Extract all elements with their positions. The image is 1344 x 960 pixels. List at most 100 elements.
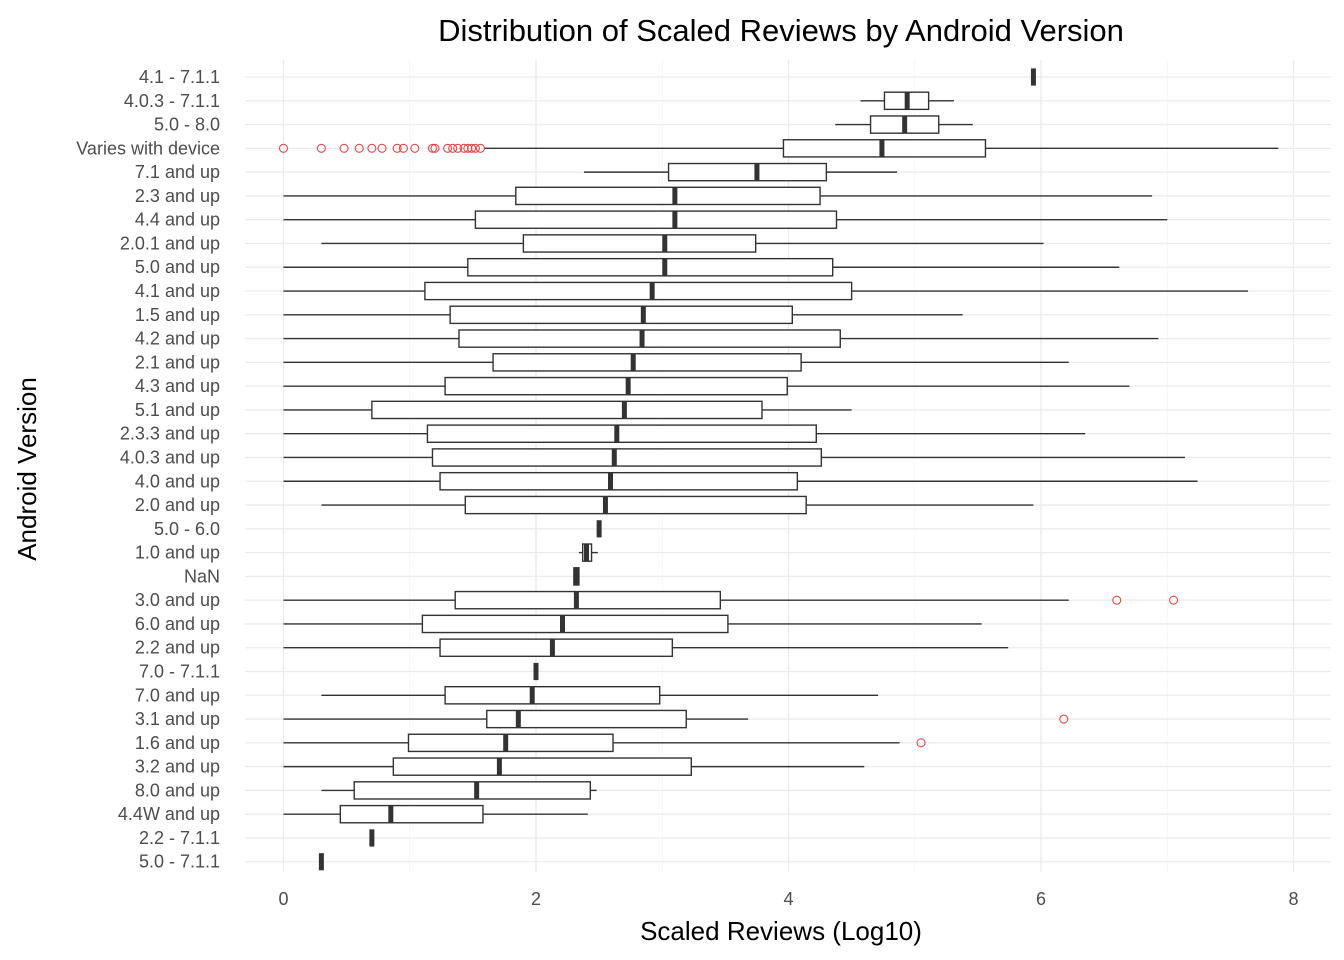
y-tick-label: Varies with device [76,138,220,158]
y-tick-label: 3.2 and up [135,757,220,777]
y-tick-label: 2.2 and up [135,638,220,658]
iqr-box [492,353,802,372]
outlier-point [470,143,480,153]
iqr-box [431,448,823,467]
iqr-box [426,424,817,444]
y-tick-label: 4.0 and up [135,471,220,491]
y-tick-label: 1.5 and up [135,305,220,325]
outlier-point [316,143,326,153]
boxplot-row [283,305,963,325]
boxplot-row [283,353,1069,372]
boxplot-row [835,115,973,134]
iqr-box [444,685,661,705]
iqr-box [454,590,722,610]
boxplot-row [283,804,588,824]
outlier-point [448,143,458,153]
boxplot-row [283,329,1159,348]
iqr-box [667,162,828,182]
boxplot-row [283,424,1086,444]
boxplot-row [283,448,1185,467]
y-tick-label: 5.0 - 7.1.1 [139,852,220,872]
x-axis-tick-labels: 0 2 4 6 8 [278,889,1298,909]
outlier-point [1169,595,1179,605]
outlier-point [354,143,364,153]
y-tick-label: 2.1 and up [135,352,220,372]
iqr-box [449,305,793,325]
boxplot-row [283,257,1120,277]
boxplot-row [860,91,954,111]
iqr-box [421,614,729,634]
y-tick-label: 2.0.1 and up [120,233,220,253]
iqr-box [439,471,799,491]
outlier-point [392,143,402,153]
y-tick-label: 4.4 and up [135,210,220,230]
y-tick-label: 3.0 and up [135,590,220,610]
outlier-point [427,143,438,153]
y-tick-label: 7.0 and up [135,685,220,705]
x-tick-label: 4 [783,889,793,909]
iqr-box [392,757,692,776]
iqr-box [782,139,987,158]
outlier-point [453,143,463,153]
boxplot-row [573,567,580,586]
outlier-point [443,143,453,153]
y-tick-label: 4.1 - 7.1.1 [139,67,220,87]
boxplot-row [321,234,1044,253]
boxplot-row [578,543,598,562]
boxplot-row [283,614,982,634]
y-axis-title: Android Version [12,377,42,561]
y-axis-tick-labels: 4.1 - 7.1.1 4.0.3 - 7.1.1 5.0 - 8.0 Varies … [76,67,220,872]
x-axis-title: Scaled Reviews (Log10) [640,916,922,946]
y-tick-label: 7.0 - 7.1.1 [139,662,220,682]
iqr-box [424,281,853,301]
y-tick-label: 8.0 and up [135,780,220,800]
y-tick-label: 2.3.3 and up [120,424,220,444]
x-tick-label: 8 [1288,889,1298,909]
y-tick-label: 4.1 and up [135,281,220,301]
iqr-box [467,257,834,277]
outlier-point [367,143,377,153]
y-tick-label: 7.1 and up [135,162,220,182]
iqr-box [371,400,763,420]
iqr-box [439,638,674,658]
iqr-box [486,709,687,729]
x-tick-label: 2 [531,889,541,909]
y-tick-label: 5.1 and up [135,400,220,420]
iqr-box [464,495,807,515]
outlier-point [410,143,420,153]
outlier-point [278,143,289,153]
boxplot-row [321,781,597,800]
iqr-box [444,376,788,396]
iqr-box [522,234,757,253]
y-tick-label: 6.0 and up [135,614,220,634]
iqr-box [474,210,838,229]
boxplot-row [583,162,898,182]
y-tick-label: 3.1 and up [135,709,220,729]
iqr-box [515,186,821,206]
y-tick-label: NaN [184,566,220,586]
y-tick-label: 2.2 - 7.1.1 [139,828,220,848]
boxplot-row [283,210,1168,229]
y-tick-label: 1.6 and up [135,733,220,753]
boxplot-row [283,709,1069,729]
outlier-point [1059,714,1069,724]
boxplot-row [283,400,852,420]
boxplot-row [283,733,926,753]
outlier-point [916,738,926,748]
boxplot-row [283,186,1153,206]
y-tick-label: 4.2 and up [135,329,220,349]
boxplot-row [283,757,865,776]
y-tick-label: 2.3 and up [135,186,220,206]
plot-area [278,68,1279,871]
chart-title: Distribution of Scaled Reviews by Androi… [438,13,1124,48]
y-tick-label: 4.0.3 - 7.1.1 [124,91,220,111]
y-tick-label: 5.0 - 8.0 [154,115,220,135]
iqr-box [353,781,591,800]
boxplot-row [283,281,1249,301]
outlier-point [475,143,486,153]
x-tick-label: 0 [278,889,288,909]
y-tick-label: 4.0.3 and up [120,447,220,467]
x-tick-label: 6 [1036,889,1046,909]
boxplot-row [283,376,1130,396]
